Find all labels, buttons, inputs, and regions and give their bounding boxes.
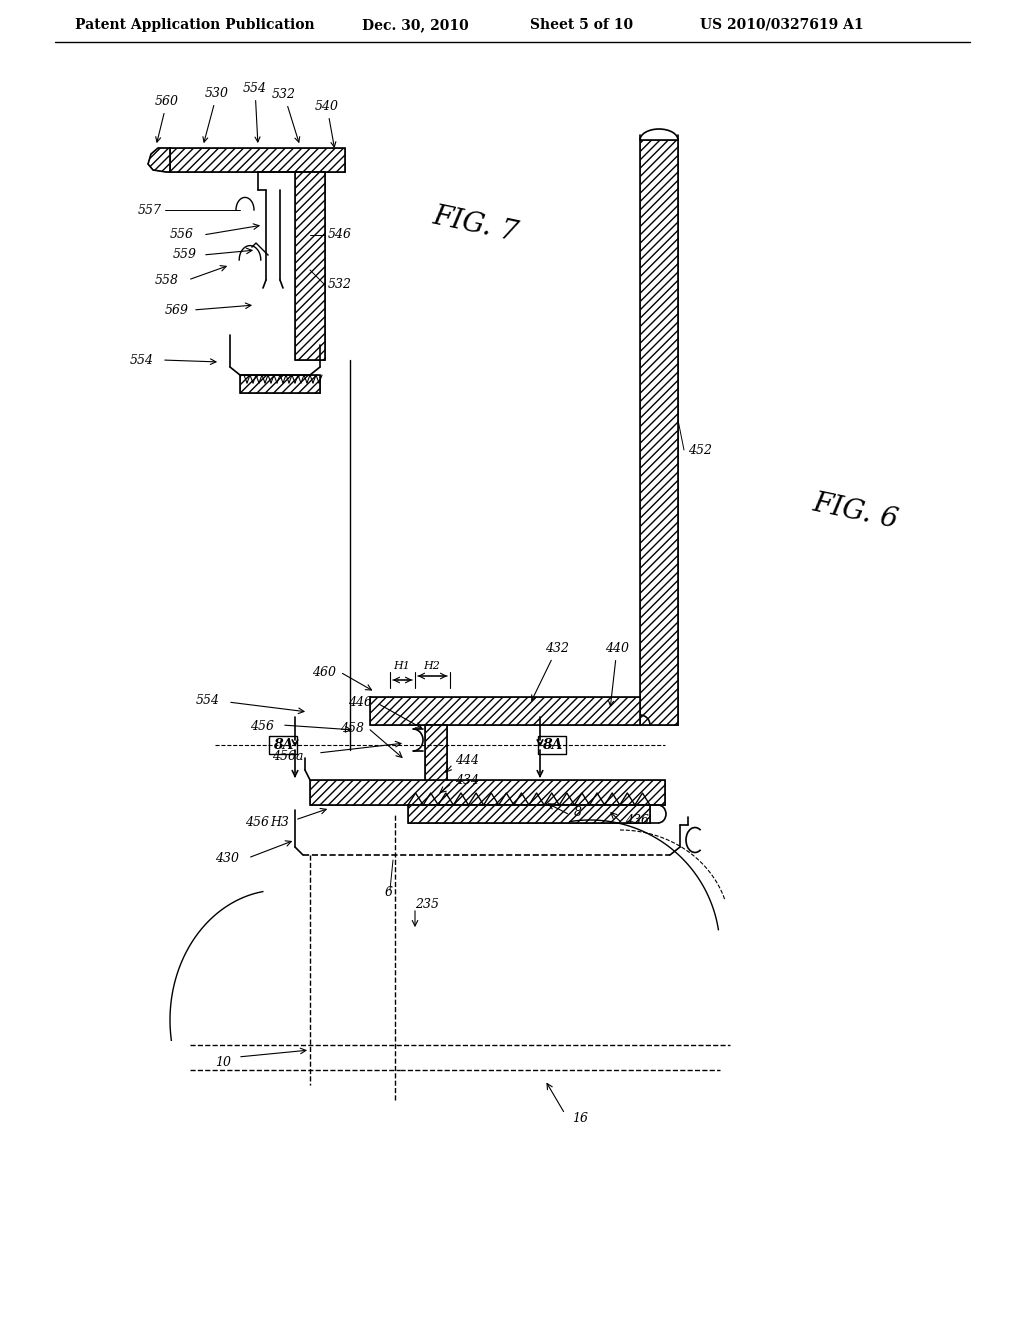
Bar <box>425 725 447 789</box>
Text: 530: 530 <box>203 87 229 143</box>
Text: 554: 554 <box>196 693 220 706</box>
Bar <box>370 697 640 725</box>
Text: 559: 559 <box>173 248 197 261</box>
Text: 458: 458 <box>340 722 364 734</box>
Text: 8: 8 <box>574 805 582 818</box>
Bar <box>310 780 665 805</box>
Bar <box>310 780 665 805</box>
Bar <box>425 725 447 789</box>
Text: Patent Application Publication: Patent Application Publication <box>75 18 314 32</box>
Text: 432: 432 <box>531 642 569 701</box>
Bar <box>170 148 345 172</box>
Text: 16: 16 <box>572 1111 588 1125</box>
Text: FIG. 7: FIG. 7 <box>430 203 520 247</box>
Text: 557: 557 <box>138 203 162 216</box>
Bar <box>408 805 650 822</box>
Text: 440: 440 <box>605 642 629 706</box>
Text: 532: 532 <box>328 279 352 292</box>
Bar <box>170 148 345 172</box>
Text: 554: 554 <box>130 354 154 367</box>
Bar <box>295 172 325 360</box>
Bar <box>640 140 678 725</box>
Text: 456a: 456a <box>272 750 303 763</box>
Text: 569: 569 <box>165 304 189 317</box>
Text: H3: H3 <box>270 816 289 829</box>
Text: FIG. 6: FIG. 6 <box>810 490 900 535</box>
Text: 456: 456 <box>245 816 269 829</box>
Bar <box>295 172 325 360</box>
Text: 446: 446 <box>348 697 372 710</box>
Bar <box>408 805 650 822</box>
Bar <box>538 737 566 754</box>
Bar <box>240 375 319 393</box>
Text: Sheet 5 of 10: Sheet 5 of 10 <box>530 18 633 32</box>
Text: 540: 540 <box>315 100 339 147</box>
Text: 558: 558 <box>155 273 179 286</box>
Text: 554: 554 <box>243 82 267 143</box>
Text: H2: H2 <box>423 661 440 671</box>
Text: 430: 430 <box>215 851 239 865</box>
Text: US 2010/0327619 A1: US 2010/0327619 A1 <box>700 18 863 32</box>
Text: H1: H1 <box>393 661 410 671</box>
Text: 444: 444 <box>455 754 479 767</box>
Text: 546: 546 <box>328 228 352 242</box>
Bar <box>640 140 678 725</box>
Text: 8A: 8A <box>542 738 562 752</box>
Text: 434: 434 <box>455 774 479 787</box>
Bar <box>370 697 640 725</box>
Text: 556: 556 <box>170 228 194 242</box>
Text: 436: 436 <box>625 813 649 826</box>
Polygon shape <box>148 148 170 172</box>
Text: 456: 456 <box>250 721 274 734</box>
Text: 6: 6 <box>385 886 393 899</box>
Text: 8A: 8A <box>272 738 293 752</box>
Bar <box>240 375 319 393</box>
Text: 235: 235 <box>415 899 439 912</box>
Text: 10: 10 <box>215 1056 231 1068</box>
Text: 460: 460 <box>312 665 336 678</box>
Text: 560: 560 <box>155 95 179 143</box>
Text: 452: 452 <box>688 444 712 457</box>
Text: Dec. 30, 2010: Dec. 30, 2010 <box>362 18 469 32</box>
Text: 532: 532 <box>272 88 300 143</box>
Bar <box>269 737 297 754</box>
